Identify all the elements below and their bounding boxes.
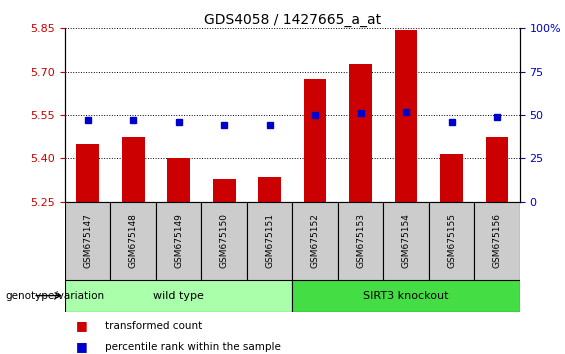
Bar (213, 179, 236, 202)
Bar (304, 79, 327, 202)
Title: GDS4058 / 1427665_a_at: GDS4058 / 1427665_a_at (204, 13, 381, 27)
Text: percentile rank within the sample: percentile rank within the sample (105, 342, 280, 352)
Text: GSM675154: GSM675154 (402, 213, 411, 268)
Text: GSM675155: GSM675155 (447, 213, 456, 268)
Text: GSM675148: GSM675148 (129, 213, 138, 268)
Bar (384, 202, 429, 280)
Bar (258, 177, 281, 202)
Bar (76, 144, 99, 202)
Text: SIRT3 knockout: SIRT3 knockout (363, 291, 449, 301)
Text: GSM675147: GSM675147 (83, 213, 92, 268)
Text: GSM675150: GSM675150 (220, 213, 229, 268)
Bar (293, 280, 520, 312)
Text: GSM675151: GSM675151 (265, 213, 274, 268)
Bar (65, 280, 293, 312)
Bar (349, 64, 372, 202)
Text: GSM675149: GSM675149 (174, 213, 183, 268)
Text: genotype/variation: genotype/variation (6, 291, 105, 301)
Text: GSM675156: GSM675156 (493, 213, 502, 268)
Bar (247, 202, 293, 280)
Text: ■: ■ (76, 319, 88, 332)
Bar (202, 202, 247, 280)
Bar (122, 137, 145, 202)
Bar (156, 202, 202, 280)
Bar (475, 202, 520, 280)
Bar (338, 202, 384, 280)
Bar (293, 202, 338, 280)
Bar (429, 202, 475, 280)
Bar (65, 202, 111, 280)
Bar (111, 202, 156, 280)
Bar (486, 137, 508, 202)
Text: wild type: wild type (153, 291, 204, 301)
Text: ■: ■ (76, 341, 88, 353)
Bar (440, 154, 463, 202)
Text: GSM675152: GSM675152 (311, 213, 320, 268)
Text: GSM675153: GSM675153 (356, 213, 365, 268)
Bar (167, 158, 190, 202)
Bar (395, 30, 418, 202)
Text: transformed count: transformed count (105, 321, 202, 331)
